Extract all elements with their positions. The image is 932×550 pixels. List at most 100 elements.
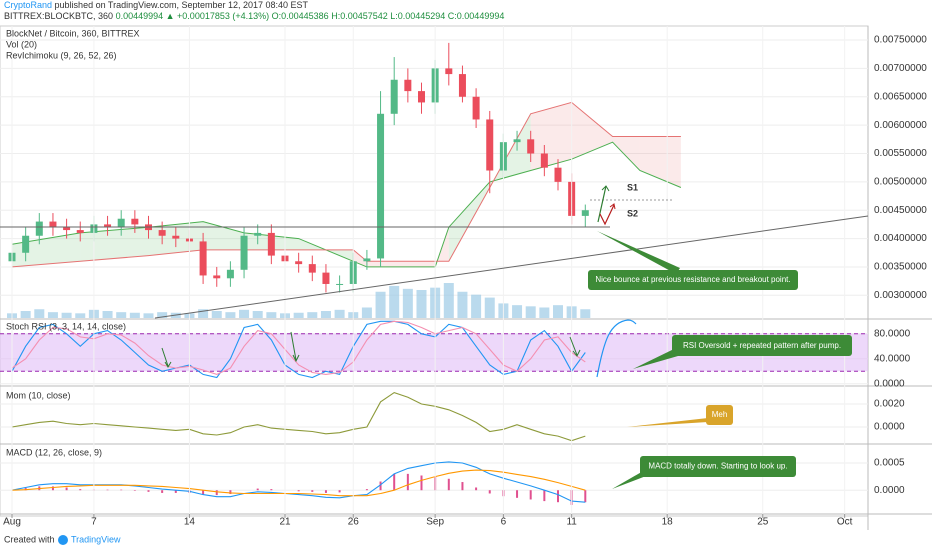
histogram-bar xyxy=(161,490,164,493)
volume-bar xyxy=(389,285,400,318)
volume-bar xyxy=(75,313,86,318)
indicator-line xyxy=(11,391,586,442)
histogram-bar xyxy=(338,490,341,493)
y-tick-label: 0.00650000 xyxy=(874,91,927,102)
volume-bar xyxy=(47,312,58,318)
volume-bar xyxy=(484,297,495,318)
callout-box xyxy=(706,405,733,425)
y-tick-label: 0.00400000 xyxy=(874,233,927,244)
x-tick-label: 14 xyxy=(184,517,196,528)
y-tick-label: 0.00550000 xyxy=(874,148,927,159)
candle-body xyxy=(363,258,371,262)
y-tick-label: 0.00300000 xyxy=(874,290,927,301)
histogram-bar xyxy=(365,489,368,491)
volume-bar xyxy=(252,311,263,318)
candle-body xyxy=(254,232,262,236)
candle-body xyxy=(445,68,453,75)
volume-bar xyxy=(320,311,331,318)
pane-title: Stoch RSI (3, 3, 14, 14, close) xyxy=(6,321,126,331)
cloud-segment xyxy=(366,261,436,267)
volume-bar xyxy=(143,313,154,318)
volume-bar xyxy=(402,288,413,318)
y-tick-label: 0.00750000 xyxy=(874,35,927,46)
histogram-bar xyxy=(202,490,205,495)
projection-curve xyxy=(596,319,637,378)
histogram-bar xyxy=(215,490,218,496)
volume-bar xyxy=(512,305,523,318)
pane-title: MACD (12, 26, close, 9) xyxy=(6,447,102,457)
volume-bar xyxy=(266,312,277,318)
histogram-bar xyxy=(133,490,136,491)
histogram-bar xyxy=(420,475,423,491)
volume-title: Vol (20) xyxy=(6,39,37,49)
candle-body xyxy=(540,153,548,168)
histogram-bar xyxy=(406,473,409,491)
cloud-segment xyxy=(639,136,681,188)
candle-body xyxy=(240,235,248,270)
candle-body xyxy=(267,232,275,256)
histogram-bar xyxy=(270,489,273,491)
ohlc: O:0.00445386 H:0.00457542 L:0.00445294 C… xyxy=(272,11,505,21)
tradingview-logo xyxy=(58,535,68,545)
labels: BlockNet / Bitcoin, 360, BITTREX Vol (20… xyxy=(4,28,841,545)
x-tick-label: 26 xyxy=(348,517,360,528)
y-tick-label: 0.00450000 xyxy=(874,205,927,216)
candle-body xyxy=(172,235,180,239)
volume-bar xyxy=(61,312,72,318)
cloud-segment xyxy=(80,227,149,262)
y-tick-label: 0.0005 xyxy=(874,458,905,469)
volume-bar xyxy=(239,309,250,318)
volume-bar xyxy=(361,307,372,318)
y-tick-label: 0.00350000 xyxy=(874,262,927,273)
histogram-bar xyxy=(65,487,68,491)
author[interactable]: CryptoRand xyxy=(4,0,52,10)
candle-body xyxy=(322,272,330,284)
callout-pointer xyxy=(612,470,646,489)
candle-body xyxy=(76,230,84,233)
volume-bar xyxy=(580,309,591,318)
indicator-line xyxy=(11,469,586,497)
y-tick-label: 0.00700000 xyxy=(874,63,927,74)
symbol: BITTREX:BLOCKBTC, 360 xyxy=(4,11,113,21)
drawings xyxy=(0,185,869,489)
histogram-bar xyxy=(393,473,396,491)
histogram-bar xyxy=(543,490,546,502)
histogram-bar xyxy=(488,490,491,494)
histogram-bar xyxy=(379,481,382,491)
x-tick-label: 18 xyxy=(662,517,674,528)
x-tick-label: 21 xyxy=(279,517,291,528)
y-tick-label: 40.0000 xyxy=(874,353,911,364)
candle-body xyxy=(336,283,344,285)
histogram-bar xyxy=(311,490,314,492)
histogram-bar xyxy=(51,486,54,491)
callout-pointer xyxy=(633,348,678,369)
candle-body xyxy=(104,224,112,228)
volume-bar xyxy=(20,311,31,318)
histogram-bar xyxy=(461,482,464,491)
y-tick-label: 0.00500000 xyxy=(874,177,927,188)
histogram-bar xyxy=(106,489,109,491)
callout-box xyxy=(640,456,796,477)
volume-bar xyxy=(443,283,454,318)
callout-text: Meh xyxy=(712,410,728,419)
footer-brand[interactable]: TradingView xyxy=(71,534,121,544)
s2-label: S2 xyxy=(627,208,638,218)
s2-arrowhead xyxy=(609,203,616,210)
cloud-segment xyxy=(530,102,572,171)
candle-body xyxy=(581,210,589,216)
candle-body xyxy=(390,79,398,114)
histogram-bar xyxy=(256,488,259,491)
pane-title: Mom (10, close) xyxy=(6,390,71,400)
cloud-segment xyxy=(203,221,245,250)
candle-body xyxy=(404,79,412,92)
y-tick-label: 0.00600000 xyxy=(874,120,927,131)
s1-arrowhead xyxy=(601,185,610,192)
panes xyxy=(0,25,932,530)
indicator-line xyxy=(11,320,586,375)
histogram-bar xyxy=(475,487,478,491)
histogram-bar xyxy=(147,490,150,492)
x-tick-label: 11 xyxy=(566,517,577,528)
callout-pointer xyxy=(627,418,708,427)
volume-bar xyxy=(457,291,468,318)
